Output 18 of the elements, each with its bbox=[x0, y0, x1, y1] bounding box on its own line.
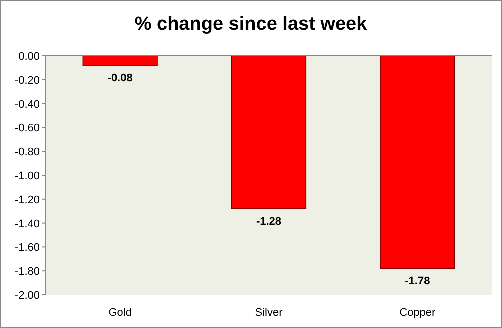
y-tick-label: -1.60 bbox=[14, 242, 40, 254]
y-tick-label: 0.00 bbox=[18, 51, 40, 63]
y-tick-label: -0.80 bbox=[14, 146, 40, 159]
chart-title: % change since last week bbox=[134, 14, 368, 35]
y-tick-label: -1.20 bbox=[14, 194, 40, 206]
x-tick-label: Gold bbox=[108, 307, 132, 319]
y-tick-label: -0.60 bbox=[14, 122, 40, 135]
data-label: -1.28 bbox=[256, 216, 282, 228]
y-tick-label: -0.40 bbox=[14, 98, 40, 111]
y-tick-label: -1.40 bbox=[14, 218, 40, 230]
y-tick-label: -2.00 bbox=[14, 290, 40, 302]
x-tick-label: Silver bbox=[255, 307, 284, 319]
y-tick-label: -1.00 bbox=[14, 170, 40, 182]
data-label: -1.78 bbox=[405, 276, 430, 288]
y-tick-label: -1.80 bbox=[14, 266, 40, 278]
x-tick-label: Copper bbox=[400, 307, 436, 319]
y-tick-label: -0.20 bbox=[14, 74, 40, 87]
data-label: -0.08 bbox=[108, 72, 133, 85]
